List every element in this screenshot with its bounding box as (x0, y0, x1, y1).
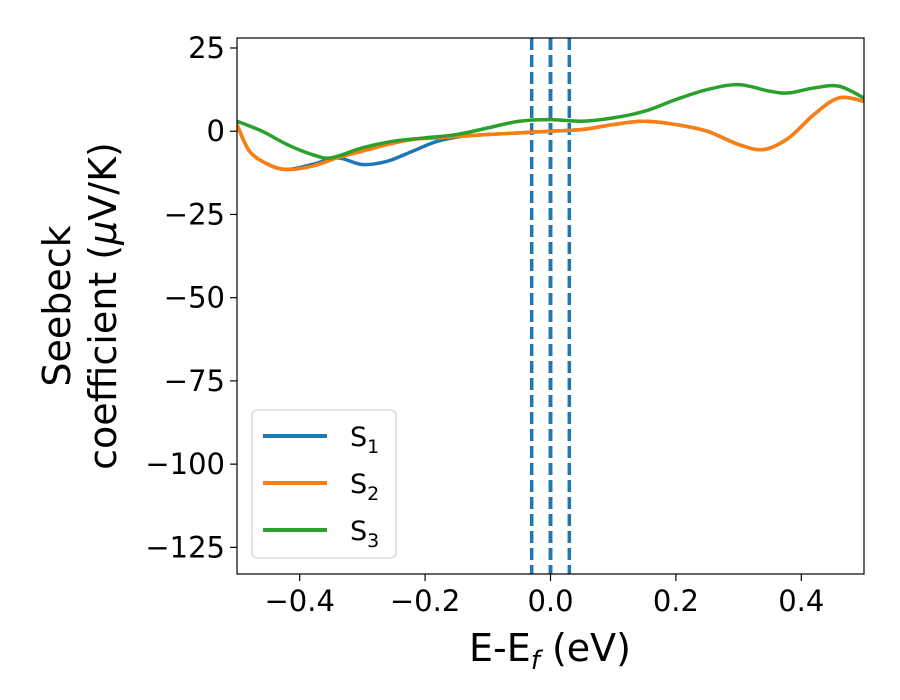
legend-entry-s3: S3 (263, 516, 379, 552)
x-tick-label: −0.2 (390, 584, 460, 618)
y-tick-label: −125 (145, 530, 225, 564)
y-tick-label: 0 (207, 114, 225, 148)
series-line-s2 (237, 95, 864, 172)
y-axis: 25 0 −25 −50 −75 −100 −125 (145, 31, 237, 564)
y-axis-label-line1: Seebeck (35, 225, 79, 386)
x-tick-label: 0.2 (653, 584, 699, 618)
legend-entry-s1: S1 (263, 422, 379, 458)
legend-label-s2: S2 (350, 469, 379, 505)
fermi-window-lines (529, 38, 572, 574)
x-axis-label: E-Ef (eV) (469, 626, 631, 676)
y-tick-label: −25 (164, 197, 225, 231)
y-tick-label: 25 (188, 31, 225, 65)
legend-label-s1: S1 (350, 422, 379, 458)
y-axis-label: Seebeck coefficient (μV/K) (35, 142, 125, 470)
y-tick-label: −50 (164, 281, 225, 315)
legend-label-s3: S3 (350, 516, 379, 552)
series-lines (237, 82, 864, 172)
x-tick-label: 0.0 (527, 584, 573, 618)
y-tick-label: −100 (145, 447, 225, 481)
y-tick-label: −75 (164, 364, 225, 398)
legend-entry-s2: S2 (263, 469, 379, 505)
x-tick-label: 0.4 (778, 584, 824, 618)
x-tick-label: −0.4 (264, 584, 334, 618)
series-line-s3 (237, 82, 864, 160)
legend: S1 S2 S3 (251, 409, 397, 559)
x-axis: −0.4 −0.2 0.0 0.2 0.4 (264, 574, 824, 618)
y-axis-label-line2: coefficient (μV/K) (81, 142, 125, 470)
